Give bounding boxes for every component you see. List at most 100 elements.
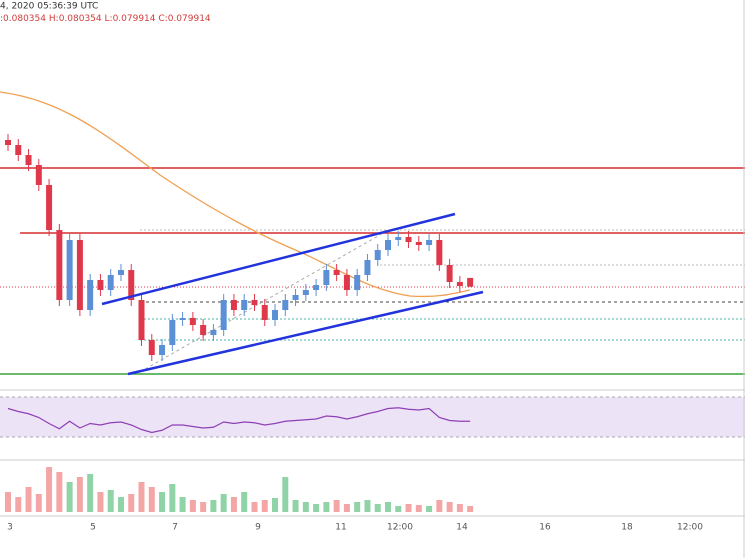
x-tick-label: 16 bbox=[539, 523, 551, 533]
volume-bar bbox=[415, 505, 422, 512]
candle-body bbox=[241, 300, 248, 310]
channel-line bbox=[127, 290, 484, 376]
candle-body bbox=[169, 320, 176, 345]
candle-body bbox=[261, 305, 268, 320]
volume-bar bbox=[179, 497, 186, 512]
candle-body bbox=[426, 240, 433, 245]
candle-body bbox=[107, 275, 114, 290]
candle-body bbox=[405, 237, 412, 242]
volume-bar bbox=[292, 500, 299, 512]
volume-bar bbox=[446, 502, 453, 512]
volume-bar bbox=[456, 504, 463, 512]
candle-body bbox=[292, 295, 299, 300]
candle-body bbox=[76, 240, 83, 310]
volume-bar bbox=[230, 497, 237, 512]
x-tick-label: 7 bbox=[172, 523, 178, 533]
volume-bar bbox=[46, 467, 53, 512]
candle-body bbox=[117, 270, 124, 275]
moving-average bbox=[0, 91, 471, 298]
x-tick-label: 14 bbox=[456, 523, 468, 533]
x-tick-label: 5 bbox=[90, 523, 96, 533]
volume-bar bbox=[384, 502, 391, 512]
volume-bar bbox=[25, 487, 32, 512]
candle-body bbox=[333, 270, 340, 275]
volume-bar bbox=[220, 494, 227, 512]
candle-body bbox=[138, 300, 145, 340]
candle-body bbox=[189, 318, 196, 325]
volume-bar bbox=[87, 474, 94, 512]
candle-body bbox=[220, 300, 227, 330]
x-tick-label: 18 bbox=[621, 523, 633, 533]
candle-body bbox=[35, 165, 42, 185]
candle-body bbox=[374, 250, 381, 260]
ohlc-label: L: bbox=[105, 14, 113, 24]
volume-bar bbox=[374, 504, 381, 512]
candle-body bbox=[5, 140, 11, 145]
volume-bar bbox=[128, 494, 135, 512]
volume-bar bbox=[333, 500, 340, 512]
candle-body bbox=[159, 345, 166, 355]
candle-body bbox=[436, 240, 443, 265]
volume-bar bbox=[5, 492, 11, 512]
ohlc-label: C: bbox=[158, 14, 167, 24]
candle-body bbox=[148, 340, 155, 355]
candle-body bbox=[395, 237, 402, 240]
candle-body bbox=[343, 275, 350, 290]
candle-body bbox=[97, 280, 104, 290]
candle-body bbox=[128, 270, 135, 300]
volume-bar bbox=[261, 500, 268, 512]
volume-bar bbox=[210, 500, 217, 512]
candle-body bbox=[446, 265, 453, 282]
volume-bar bbox=[313, 504, 320, 512]
volume-bar bbox=[97, 492, 104, 512]
candle-body bbox=[200, 325, 207, 335]
candle-body bbox=[282, 300, 289, 310]
candle-body bbox=[415, 242, 422, 245]
candle-body bbox=[46, 185, 53, 230]
ohlc-label: : bbox=[0, 14, 3, 24]
volume-bar bbox=[15, 497, 22, 512]
candle-body bbox=[456, 282, 463, 286]
x-tick-label: 3 bbox=[7, 523, 13, 533]
x-tick-label: 12:00 bbox=[677, 523, 703, 533]
candle-body bbox=[210, 330, 217, 335]
volume-bar bbox=[405, 504, 412, 512]
ohlc-value: 0.079914 bbox=[113, 14, 156, 24]
volume-bar bbox=[148, 487, 155, 512]
rsi-line bbox=[7, 407, 471, 434]
volume-bar bbox=[66, 482, 73, 512]
volume-bar bbox=[169, 484, 176, 512]
volume-bar bbox=[272, 498, 279, 512]
candle-body bbox=[179, 318, 186, 320]
volume-bar bbox=[241, 492, 248, 512]
volume-bar bbox=[467, 506, 474, 512]
volume-bar bbox=[56, 472, 63, 512]
volume-bar bbox=[364, 500, 371, 512]
x-tick-label: 12:00 bbox=[387, 523, 413, 533]
ohlc-value: 0.080354 bbox=[3, 14, 46, 24]
candle-body bbox=[384, 240, 391, 250]
volume-bar bbox=[426, 506, 433, 512]
trend-line bbox=[139, 231, 386, 373]
volume-bar bbox=[251, 502, 258, 512]
volume-bar bbox=[159, 492, 166, 512]
candle-body bbox=[15, 145, 22, 155]
volume-bar bbox=[436, 500, 443, 512]
ohlc-readout: :0.080354 H:0.080354 L:0.079914 C:0.0799… bbox=[0, 14, 211, 24]
marks bbox=[5, 134, 474, 512]
x-tick-label: 11 bbox=[335, 523, 346, 533]
volume-bar bbox=[395, 506, 402, 512]
candle-body bbox=[66, 240, 73, 300]
channel-line bbox=[101, 212, 456, 306]
candle-body bbox=[251, 300, 258, 305]
candle-body bbox=[364, 260, 371, 275]
volume-bar bbox=[35, 494, 42, 512]
candle-body bbox=[230, 300, 237, 310]
volume-bar bbox=[354, 502, 361, 512]
candle-body bbox=[56, 230, 63, 300]
volume-bar bbox=[189, 500, 196, 512]
timestamp: 4, 2020 05:36:39 UTC bbox=[0, 2, 98, 12]
candle-body bbox=[25, 155, 32, 165]
